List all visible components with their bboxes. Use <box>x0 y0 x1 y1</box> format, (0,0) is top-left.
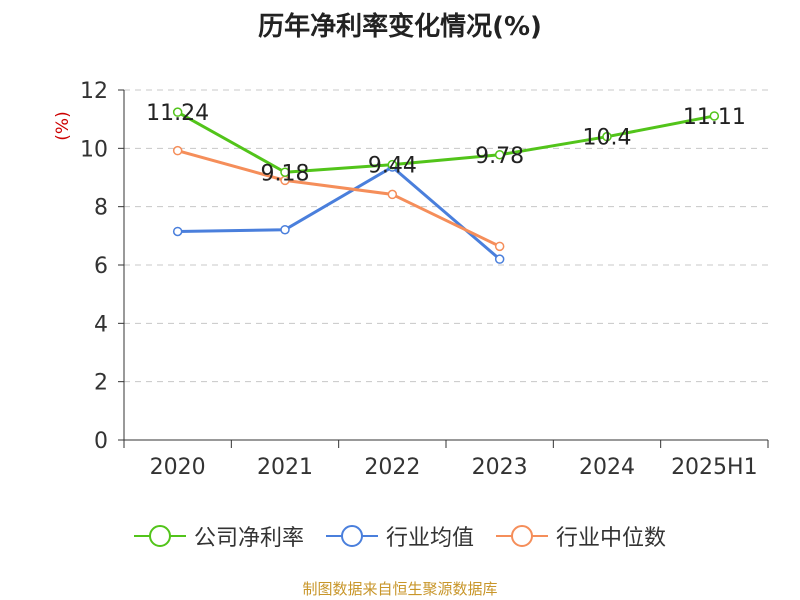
x-tick-label: 2020 <box>150 455 206 480</box>
data-point <box>709 111 720 121</box>
data-point <box>172 145 183 156</box>
y-tick-label: 0 <box>94 429 108 454</box>
chart-title: 历年净利率变化情况(%) <box>258 12 542 42</box>
data-label: 11.11 <box>683 105 746 130</box>
source-note: 制图数据来自恒生聚源数据库 <box>302 580 498 598</box>
legend-marker-company <box>133 524 186 548</box>
legend-label-industry-median: 行业中位数 <box>556 526 667 551</box>
series-line <box>176 110 716 174</box>
data-point <box>172 226 183 237</box>
data-point <box>494 254 505 264</box>
y-tick-label: 8 <box>94 196 108 221</box>
series-line <box>176 165 502 261</box>
data-point <box>602 131 612 142</box>
legend-marker-industry-mean <box>325 524 378 548</box>
data-point <box>280 224 290 235</box>
y-tick-label: 2 <box>94 371 108 396</box>
y-tick-label: 10 <box>80 137 108 162</box>
x-tick-label: 2021 <box>257 455 313 480</box>
y-tick-label: 12 <box>80 79 108 104</box>
data-label: 9.78 <box>475 144 524 169</box>
legend-item-industry-mean[interactable]: 行业均值 <box>325 520 474 552</box>
data-point <box>280 167 290 177</box>
x-tick-label: 2024 <box>579 455 635 480</box>
data-point <box>494 241 505 252</box>
series-line <box>176 149 502 248</box>
legend-item-industry-median[interactable]: 行业中位数 <box>496 520 666 552</box>
data-label: 9.44 <box>368 154 417 179</box>
y-tick-label: 6 <box>94 254 108 279</box>
data-label: 11.24 <box>146 101 209 126</box>
x-tick-label: 2025H1 <box>671 455 758 480</box>
data-point <box>172 107 183 117</box>
data-point <box>387 159 398 170</box>
chart-legend: 公司净利率 行业均值 行业中位数 <box>0 521 800 551</box>
x-tick-label: 2022 <box>364 455 420 480</box>
y-axis-label: (%) <box>53 111 73 140</box>
data-label: 9.18 <box>261 161 310 186</box>
data-point <box>387 189 398 200</box>
y-tick-label: 4 <box>94 312 108 337</box>
data-label: 10.4 <box>583 126 632 151</box>
legend-marker-industry-median <box>496 524 548 548</box>
legend-item-company[interactable]: 公司净利率 <box>133 520 304 552</box>
data-point <box>494 150 505 160</box>
legend-label-company: 公司净利率 <box>193 526 304 551</box>
legend-label-industry-mean: 行业均值 <box>385 526 474 551</box>
x-tick-label: 2023 <box>472 455 528 480</box>
